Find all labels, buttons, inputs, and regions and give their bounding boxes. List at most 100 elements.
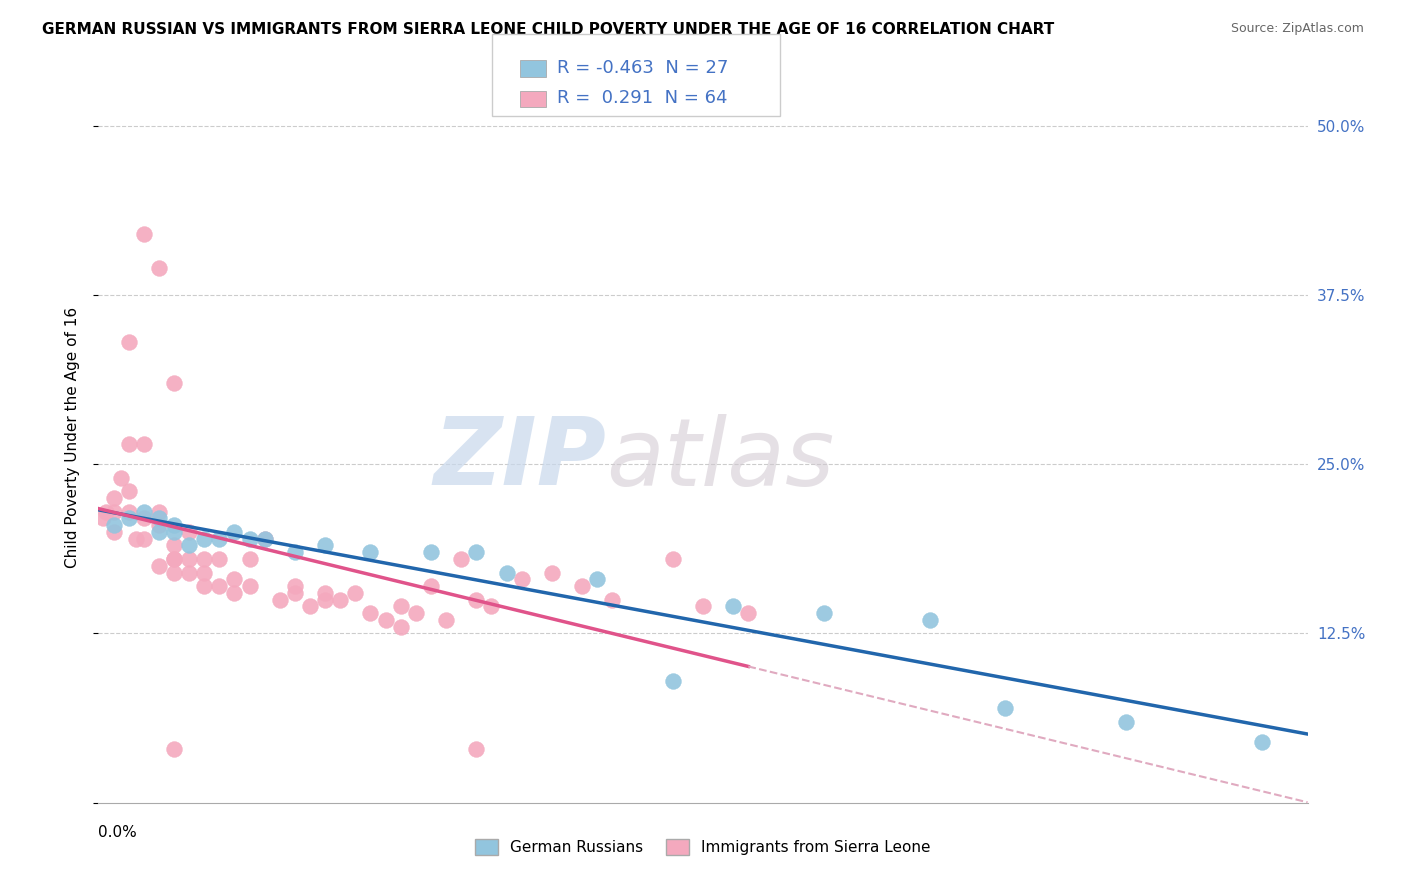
- Point: [163, 566, 186, 580]
- Point: [360, 545, 382, 559]
- Point: [132, 437, 155, 451]
- Point: [148, 260, 170, 275]
- Point: [193, 552, 215, 566]
- Point: [179, 552, 201, 566]
- Point: [239, 579, 262, 593]
- Text: 0.0%: 0.0%: [98, 825, 138, 839]
- Point: [148, 524, 170, 539]
- Point: [284, 579, 307, 593]
- Point: [586, 572, 609, 586]
- Point: [495, 566, 517, 580]
- Point: [110, 471, 132, 485]
- Point: [465, 592, 488, 607]
- Point: [132, 511, 155, 525]
- Point: [224, 524, 246, 539]
- Point: [118, 437, 141, 451]
- Point: [1115, 714, 1137, 729]
- Point: [148, 558, 170, 573]
- Point: [103, 524, 125, 539]
- Point: [692, 599, 714, 614]
- Point: [405, 606, 427, 620]
- Text: R =  0.291  N = 64: R = 0.291 N = 64: [557, 89, 727, 107]
- Point: [208, 532, 231, 546]
- Point: [374, 613, 396, 627]
- Point: [465, 545, 488, 559]
- Point: [571, 579, 593, 593]
- Point: [344, 586, 367, 600]
- Point: [434, 613, 457, 627]
- Point: [420, 545, 443, 559]
- Point: [918, 613, 941, 627]
- Text: atlas: atlas: [606, 414, 835, 505]
- Point: [389, 620, 412, 634]
- Point: [723, 599, 745, 614]
- Point: [91, 511, 114, 525]
- Point: [602, 592, 624, 607]
- Point: [314, 538, 336, 552]
- Point: [314, 592, 336, 607]
- Point: [132, 532, 155, 546]
- Point: [163, 741, 186, 756]
- Point: [269, 592, 291, 607]
- Point: [465, 741, 488, 756]
- Point: [118, 511, 141, 525]
- Point: [314, 586, 336, 600]
- Legend: German Russians, Immigrants from Sierra Leone: German Russians, Immigrants from Sierra …: [470, 833, 936, 861]
- Point: [148, 518, 170, 533]
- Point: [253, 532, 276, 546]
- Point: [299, 599, 322, 614]
- Point: [163, 518, 186, 533]
- Point: [118, 505, 141, 519]
- Point: [193, 532, 215, 546]
- Point: [510, 572, 533, 586]
- Point: [163, 538, 186, 552]
- Point: [148, 511, 170, 525]
- Point: [329, 592, 352, 607]
- Point: [253, 532, 276, 546]
- Point: [179, 538, 201, 552]
- Point: [179, 524, 201, 539]
- Point: [994, 701, 1017, 715]
- Point: [148, 505, 170, 519]
- Point: [163, 376, 186, 390]
- Point: [118, 484, 141, 499]
- Text: Source: ZipAtlas.com: Source: ZipAtlas.com: [1230, 22, 1364, 36]
- Point: [179, 566, 201, 580]
- Point: [208, 552, 231, 566]
- Point: [239, 552, 262, 566]
- Text: GERMAN RUSSIAN VS IMMIGRANTS FROM SIERRA LEONE CHILD POVERTY UNDER THE AGE OF 16: GERMAN RUSSIAN VS IMMIGRANTS FROM SIERRA…: [42, 22, 1054, 37]
- Point: [103, 505, 125, 519]
- Point: [450, 552, 472, 566]
- Point: [239, 532, 262, 546]
- Point: [389, 599, 412, 614]
- Point: [118, 335, 141, 350]
- Y-axis label: Child Poverty Under the Age of 16: Child Poverty Under the Age of 16: [65, 307, 80, 567]
- Point: [1251, 735, 1274, 749]
- Point: [661, 552, 683, 566]
- Point: [125, 532, 148, 546]
- Point: [163, 552, 186, 566]
- Point: [94, 505, 117, 519]
- Point: [737, 606, 759, 620]
- Point: [540, 566, 562, 580]
- Point: [103, 491, 125, 505]
- Point: [420, 579, 443, 593]
- Point: [103, 518, 125, 533]
- Point: [193, 579, 215, 593]
- Point: [284, 545, 307, 559]
- Point: [224, 586, 246, 600]
- Point: [163, 552, 186, 566]
- Point: [813, 606, 835, 620]
- Point: [661, 673, 683, 688]
- Point: [224, 572, 246, 586]
- Point: [360, 606, 382, 620]
- Point: [208, 579, 231, 593]
- Point: [284, 586, 307, 600]
- Point: [481, 599, 503, 614]
- Point: [163, 524, 186, 539]
- Point: [132, 505, 155, 519]
- Point: [132, 227, 155, 241]
- Text: ZIP: ZIP: [433, 413, 606, 505]
- Point: [193, 566, 215, 580]
- Text: R = -0.463  N = 27: R = -0.463 N = 27: [557, 59, 728, 77]
